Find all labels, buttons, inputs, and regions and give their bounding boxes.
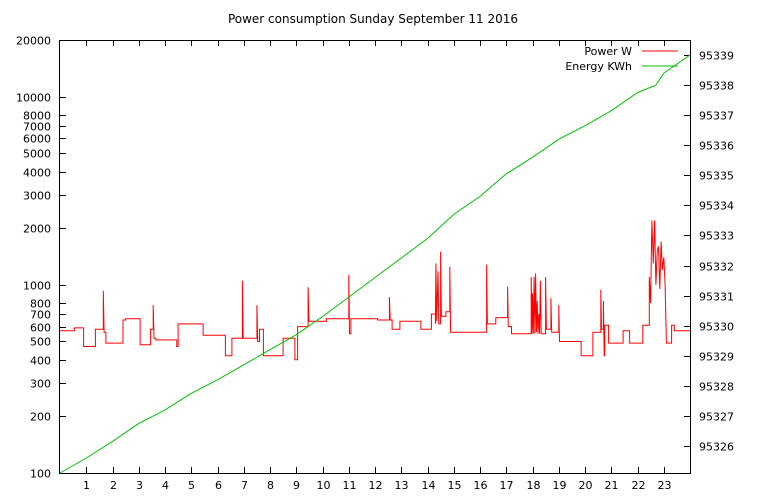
legend-label: Energy KWh bbox=[565, 60, 632, 73]
x-tick-label: 23 bbox=[658, 479, 672, 492]
x-axis: 1 2 3 4 5 6 7 8 9 10 11 12 13 14 15 16 17 18 19 20 21 22 23 bbox=[83, 40, 672, 492]
y-right-tick-label: 95331 bbox=[699, 291, 734, 304]
x-tick-label: 7 bbox=[241, 479, 248, 492]
y-left-tick-label: 2000 bbox=[23, 223, 51, 236]
x-tick-label: 12 bbox=[369, 479, 383, 492]
y-right-tick-label: 95339 bbox=[699, 50, 734, 63]
y-right-tick-label: 95330 bbox=[699, 321, 734, 334]
y-left-tick-label: 600 bbox=[30, 322, 51, 335]
x-tick-label: 1 bbox=[83, 479, 90, 492]
y-right-tick-label: 95326 bbox=[699, 441, 734, 454]
x-tick-label: 19 bbox=[553, 479, 567, 492]
y-right-tick-label: 95334 bbox=[699, 200, 734, 213]
legend-label: Power W bbox=[584, 45, 632, 58]
chart-title: Power consumption Sunday September 11 20… bbox=[228, 12, 518, 26]
series-group bbox=[59, 54, 691, 474]
x-tick-label: 10 bbox=[317, 479, 331, 492]
x-tick-label: 16 bbox=[474, 479, 488, 492]
x-tick-label: 21 bbox=[605, 479, 619, 492]
y-right-tick-label: 95327 bbox=[699, 411, 734, 424]
y-left-tick-label: 6000 bbox=[23, 133, 51, 146]
y-right-tick-label: 95328 bbox=[699, 381, 734, 394]
x-tick-label: 8 bbox=[267, 479, 274, 492]
y-axis-right: 95326 95327 95328 95329 95330 95331 95332 95333… bbox=[684, 50, 734, 454]
x-tick-label: 17 bbox=[500, 479, 514, 492]
y-right-tick-label: 95333 bbox=[699, 230, 734, 243]
y-left-tick-label: 200 bbox=[30, 411, 51, 424]
y-left-tick-label: 8000 bbox=[23, 110, 51, 123]
y-left-tick-label: 3000 bbox=[23, 190, 51, 203]
y-right-tick-label: 95329 bbox=[699, 351, 734, 364]
x-tick-label: 4 bbox=[162, 479, 169, 492]
y-left-tick-label: 400 bbox=[30, 355, 51, 368]
x-tick-label: 5 bbox=[188, 479, 195, 492]
x-tick-label: 22 bbox=[632, 479, 646, 492]
x-tick-label: 15 bbox=[448, 479, 462, 492]
y-left-tick-label: 10000 bbox=[16, 92, 51, 105]
y-left-tick-label: 7000 bbox=[23, 121, 51, 134]
y-right-tick-label: 95338 bbox=[699, 80, 734, 93]
y-left-tick-label: 5000 bbox=[23, 148, 51, 161]
y-left-tick-label: 4000 bbox=[23, 167, 51, 180]
x-tick-label: 18 bbox=[527, 479, 541, 492]
y-right-tick-label: 95336 bbox=[699, 140, 734, 153]
x-tick-label: 3 bbox=[136, 479, 143, 492]
x-tick-label: 14 bbox=[422, 479, 436, 492]
y-left-tick-label: 100 bbox=[30, 468, 51, 481]
x-tick-label: 2 bbox=[110, 479, 117, 492]
y-left-tick-label: 500 bbox=[30, 336, 51, 349]
y-left-tick-label: 20000 bbox=[16, 35, 51, 48]
plot-frame bbox=[59, 40, 691, 474]
y-right-tick-label: 95332 bbox=[699, 261, 734, 274]
y-left-tick-label: 800 bbox=[30, 298, 51, 311]
x-tick-label: 20 bbox=[579, 479, 593, 492]
x-tick-label: 13 bbox=[395, 479, 409, 492]
y-left-tick-label: 1000 bbox=[23, 280, 51, 293]
y-right-tick-label: 95337 bbox=[699, 110, 734, 123]
x-tick-label: 11 bbox=[343, 479, 357, 492]
series-line-power-w bbox=[60, 220, 690, 361]
y-left-tick-label: 300 bbox=[30, 378, 51, 391]
series-line-energy-kwh bbox=[59, 54, 691, 474]
x-tick-label: 6 bbox=[215, 479, 222, 492]
y-left-tick-label: 700 bbox=[30, 309, 51, 322]
x-tick-label: 9 bbox=[293, 479, 300, 492]
legend: Power W Energy KWh bbox=[565, 45, 678, 73]
y-right-tick-label: 95335 bbox=[699, 170, 734, 183]
